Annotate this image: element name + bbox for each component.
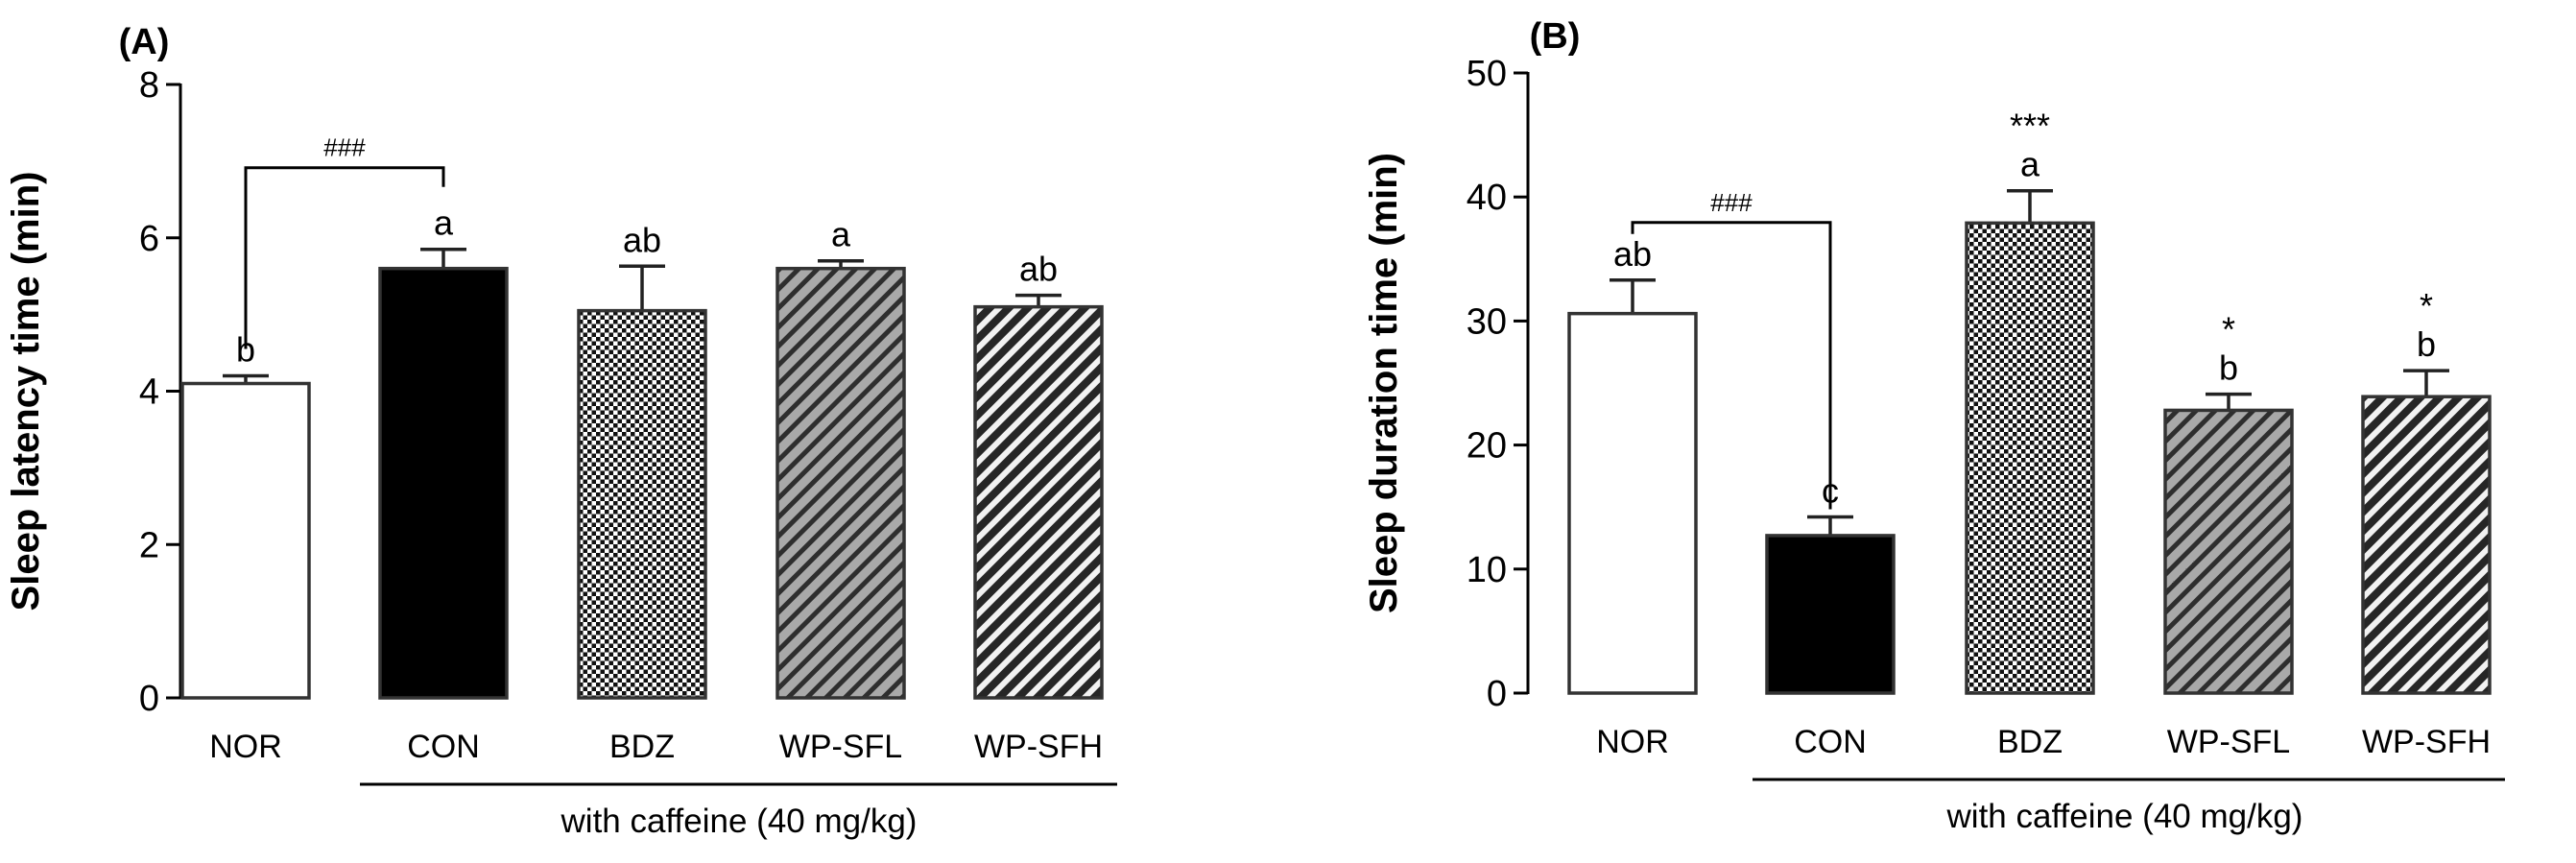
- y-tick-label-b-40: 40: [1467, 178, 1507, 218]
- bar-a-wp-sfh: [973, 304, 1104, 700]
- bracket-label-a: ###: [323, 133, 366, 162]
- bar-a-con: [378, 266, 509, 700]
- significance-letter-b-bdz: a: [2020, 145, 2040, 184]
- category-label-a-nor: NOR: [209, 729, 282, 765]
- significance-letter-a-con: a: [434, 204, 454, 243]
- significance-letter-a-wp-sfh: ab: [1019, 250, 1058, 289]
- y-tick-label-b-50: 50: [1467, 54, 1507, 94]
- significance-letter-a-wp-sfl: a: [831, 215, 851, 254]
- significance-stars-b-bdz: ***: [2010, 107, 2050, 146]
- panel-label-b: (B): [1530, 16, 1581, 57]
- chart-panel-b: (B) Sleep duration time (min) 0 10 20 30 40 50 a…: [1363, 16, 2505, 835]
- significance-stars-b-wp-sfh: *: [2420, 286, 2433, 325]
- bracket-label-b: ###: [1710, 188, 1753, 217]
- y-tick-label-b-0: 0: [1487, 674, 1507, 714]
- y-axis-label-a: Sleep latency time (min): [5, 172, 47, 611]
- y-tick-label-b-20: 20: [1467, 426, 1507, 467]
- significance-letter-a-nor: b: [236, 330, 255, 370]
- comparison-bracket-a: [244, 166, 445, 349]
- y-tick-label-a-2: 2: [139, 525, 159, 565]
- bar-b-wp-sfh: [2361, 395, 2492, 695]
- bar-a-nor: [180, 381, 311, 700]
- category-label-b-wp-sfl: WP-SFL: [2167, 724, 2290, 760]
- bar-b-con: [1765, 534, 1896, 695]
- category-label-a-wp-sfh: WP-SFH: [974, 729, 1103, 765]
- y-tick-label-b-10: 10: [1467, 550, 1507, 590]
- group-label-a: with caffeine (40 mg/kg): [561, 803, 918, 840]
- bar-b-wp-sfl: [2163, 408, 2294, 695]
- bar-a-bdz: [577, 308, 707, 700]
- y-tick-label-a-4: 4: [139, 372, 159, 413]
- significance-letter-b-wp-sfl: b: [2219, 348, 2238, 388]
- significance-letter-a-bdz: ab: [623, 220, 661, 259]
- y-tick-label-a-6: 6: [139, 219, 159, 259]
- comparison-bracket-b: [1631, 221, 1832, 510]
- category-label-b-wp-sfh: WP-SFH: [2362, 724, 2491, 760]
- group-label-b: with caffeine (40 mg/kg): [1946, 798, 2303, 835]
- bar-b-nor: [1567, 311, 1698, 695]
- y-tick-label-a-8: 8: [139, 65, 159, 106]
- chart-panel-a: (A) Sleep latency time (min) 0 2 4 6 8 b NOR a CON…: [5, 22, 1117, 840]
- category-label-a-bdz: BDZ: [609, 729, 675, 765]
- category-label-b-con: CON: [1794, 724, 1867, 760]
- y-tick-label-a-0: 0: [139, 679, 159, 719]
- significance-letter-b-nor: ab: [1613, 234, 1652, 274]
- y-axis-label-b: Sleep duration time (min): [1363, 153, 1405, 613]
- category-label-b-nor: NOR: [1596, 724, 1669, 760]
- category-label-a-wp-sfl: WP-SFL: [779, 729, 902, 765]
- bar-b-bdz: [1965, 221, 2095, 695]
- category-label-b-bdz: BDZ: [1997, 724, 2063, 760]
- y-tick-label-b-30: 30: [1467, 301, 1507, 342]
- significance-stars-b-wp-sfl: *: [2222, 310, 2235, 349]
- bar-a-wp-sfl: [775, 266, 906, 700]
- category-label-a-con: CON: [407, 729, 480, 765]
- significance-letter-b-wp-sfh: b: [2417, 324, 2436, 364]
- panel-label-a: (A): [119, 22, 170, 62]
